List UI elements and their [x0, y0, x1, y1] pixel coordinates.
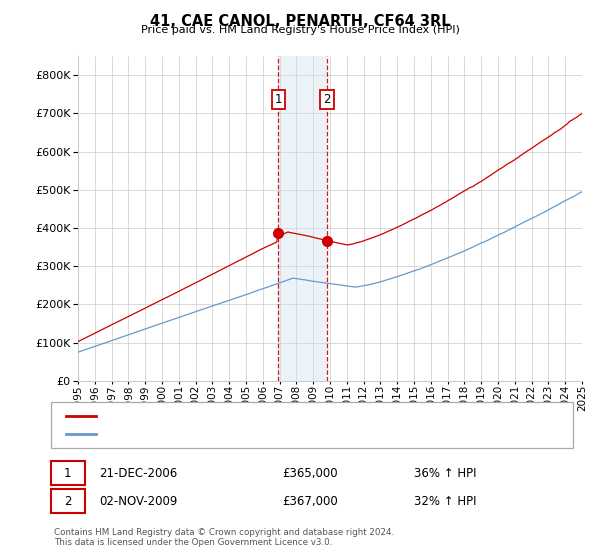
Text: Price paid vs. HM Land Registry's House Price Index (HPI): Price paid vs. HM Land Registry's House …: [140, 25, 460, 35]
Text: Contains HM Land Registry data © Crown copyright and database right 2024.
This d: Contains HM Land Registry data © Crown c…: [54, 528, 394, 547]
Bar: [278, 56, 327, 381]
Text: HPI: Average price, detached house, Vale of Glamorgan: HPI: Average price, detached house, Vale…: [105, 429, 408, 439]
Text: 32% ↑ HPI: 32% ↑ HPI: [414, 494, 476, 508]
Text: £367,000: £367,000: [282, 494, 338, 508]
Text: 2: 2: [64, 494, 71, 508]
Text: 41, CAE CANOL, PENARTH, CF64 3RL: 41, CAE CANOL, PENARTH, CF64 3RL: [149, 14, 451, 29]
Text: 1: 1: [274, 94, 282, 106]
Text: 02-NOV-2009: 02-NOV-2009: [99, 494, 178, 508]
Text: £365,000: £365,000: [282, 466, 338, 480]
Text: 2: 2: [323, 94, 331, 106]
Text: 41, CAE CANOL, PENARTH, CF64 3RL (detached house): 41, CAE CANOL, PENARTH, CF64 3RL (detach…: [105, 411, 406, 421]
Text: 36% ↑ HPI: 36% ↑ HPI: [414, 466, 476, 480]
Text: 21-DEC-2006: 21-DEC-2006: [99, 466, 177, 480]
Text: 1: 1: [64, 466, 71, 480]
